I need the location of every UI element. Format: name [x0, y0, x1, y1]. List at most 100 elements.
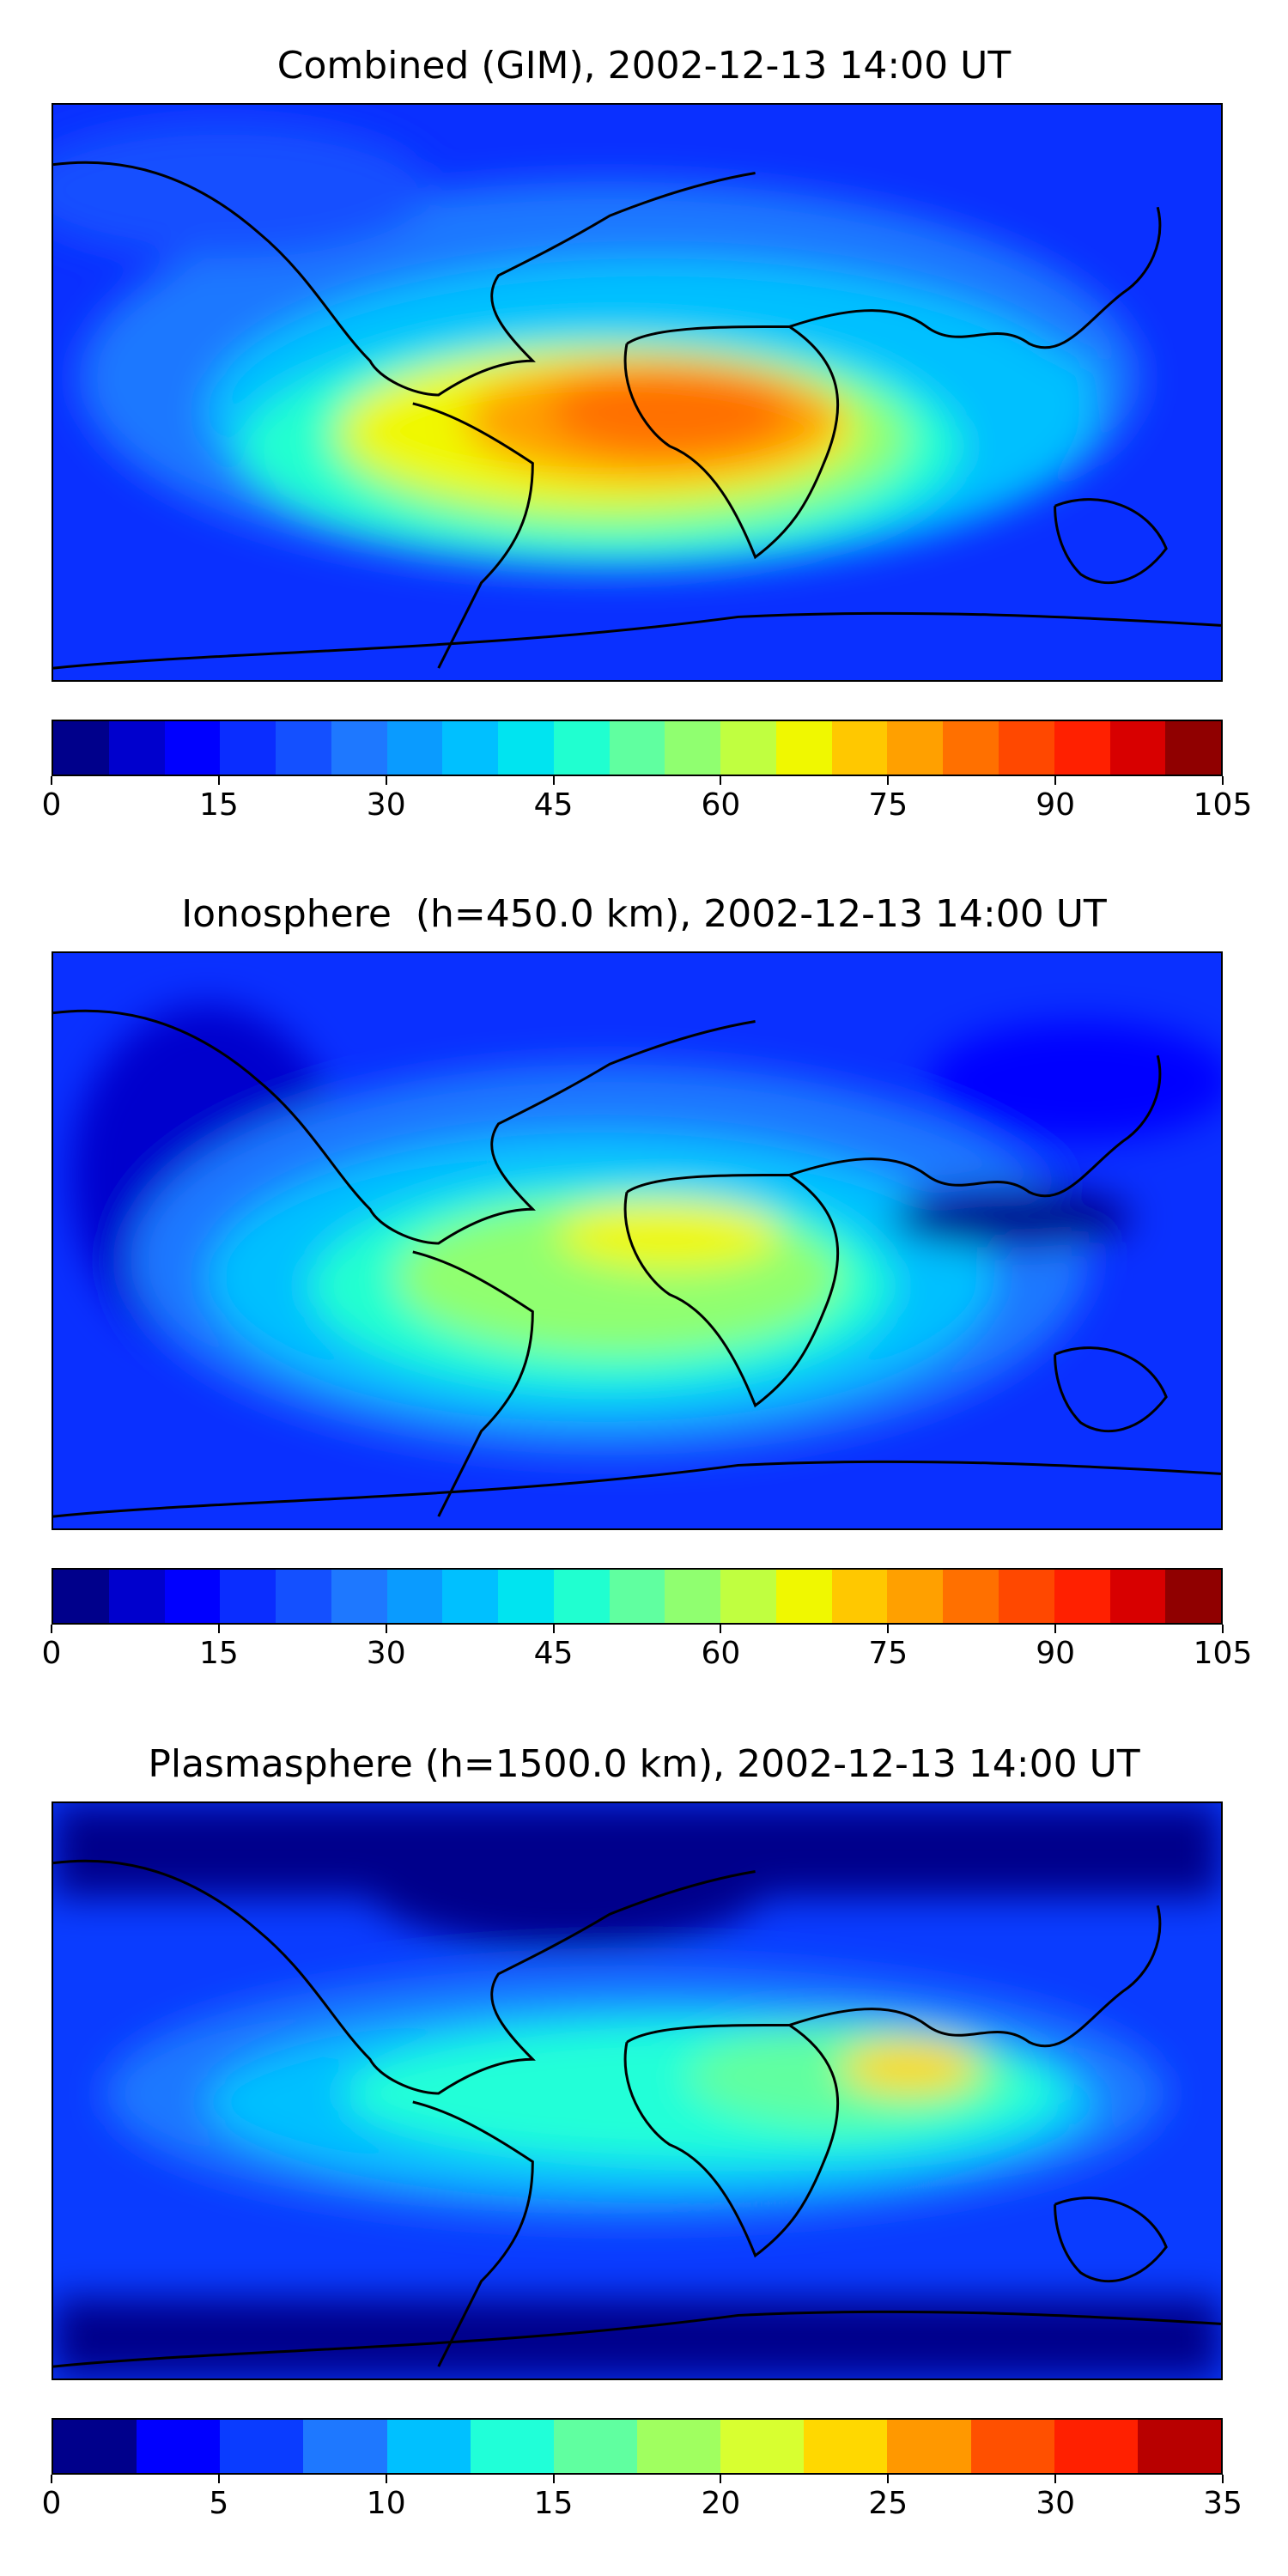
colorbar-segment [1165, 721, 1222, 775]
colorbar-segment [220, 2420, 304, 2473]
tec-field-ionosphere [70, 1004, 1221, 1457]
colorbar-segment [636, 2420, 721, 2473]
colorbar-tick-label: 25 [868, 2486, 908, 2521]
colorbar-tick-label: 0 [41, 787, 62, 823]
colorbar-segment [831, 1570, 888, 1623]
colorbar-tick [887, 776, 890, 785]
colorbar-segment [887, 1570, 944, 1623]
colorbar-ticks-combined: 0 15 30 45 60 75 90 105 [42, 776, 1252, 828]
colorbar-tick-label: 15 [198, 787, 239, 823]
colorbar-tick-label: 15 [198, 1636, 239, 1671]
colorbar-segment [442, 721, 499, 775]
world-map-plasmasphere [52, 1801, 1223, 2380]
colorbar-tick-label: 30 [366, 787, 406, 823]
colorbar-segment [220, 721, 276, 775]
colorbar-segment [553, 1570, 610, 1623]
colorbar-segment [386, 2420, 471, 2473]
colorbar-segment [220, 1570, 276, 1623]
colorbar-tick [887, 1625, 890, 1633]
colorbar-segment [386, 1570, 443, 1623]
colorbar-segment [1137, 2420, 1221, 2473]
colorbar-segment [53, 721, 109, 775]
colorbar-tick [1222, 1625, 1224, 1633]
colorbar-segment [609, 1570, 665, 1623]
colorbar-segment [498, 721, 554, 775]
colorbar-segment [1054, 721, 1110, 775]
colorbar-tick [887, 2475, 890, 2483]
colorbar-segment [999, 721, 1054, 775]
colorbar-segment [804, 2420, 888, 2473]
colorbar-segment [1054, 1570, 1110, 1623]
colorbar-segment [553, 721, 610, 775]
colorbar-segment [108, 721, 165, 775]
world-map-combined [52, 103, 1223, 682]
colorbar-tick [51, 1625, 52, 1633]
colorbar-segment [108, 1570, 165, 1623]
colorbar-tick [385, 1625, 387, 1633]
colorbar-ticks-plasmasphere: 0 5 10 15 20 25 30 35 [42, 2475, 1242, 2526]
colorbar-tick-label: 20 [701, 2486, 741, 2521]
colorbar-tick [720, 776, 722, 785]
colorbar-tick-label: 75 [868, 787, 908, 823]
colorbar-tick-label: 45 [533, 787, 574, 823]
coastlines [53, 161, 1221, 670]
colorbar-tick [1054, 1625, 1057, 1633]
colorbar-tick-label: 0 [41, 1636, 62, 1671]
colorbar-segment [442, 1570, 499, 1623]
colorbar-segment [1109, 1570, 1166, 1623]
colorbar-tick-label: 105 [1193, 1636, 1253, 1671]
colorbar-segment [53, 1570, 109, 1623]
colorbar-segment [831, 721, 888, 775]
colorbar-segment [553, 2420, 637, 2473]
colorbar-tick [217, 2475, 220, 2483]
colorbar-segment [943, 721, 999, 775]
colorbar-tick [217, 1625, 220, 1633]
colorbar-tick-label: 45 [533, 1636, 574, 1671]
coastlines [53, 1009, 1221, 1518]
colorbar-segment [331, 721, 387, 775]
colorbar-segment [164, 1570, 221, 1623]
colorbar-tick [385, 2475, 387, 2483]
colorbar-ionosphere [52, 1568, 1223, 1625]
colorbar-segment [276, 721, 331, 775]
colorbar-segment [331, 1570, 387, 1623]
colorbar-tick [385, 776, 387, 785]
colorbar-tick-label: 60 [701, 1636, 741, 1671]
colorbar-segment [53, 2420, 137, 2473]
colorbar-plasmasphere [52, 2418, 1223, 2475]
colorbar-combined [52, 720, 1223, 776]
colorbar-segment [164, 721, 221, 775]
colorbar-segment [665, 1570, 721, 1623]
colorbar-tick [720, 1625, 722, 1633]
colorbar-tick [552, 1625, 555, 1633]
colorbar-segment [720, 721, 776, 775]
colorbar-tick [1222, 2475, 1224, 2483]
colorbar-tick-label: 75 [868, 1636, 908, 1671]
colorbar-tick [217, 776, 220, 785]
colorbar-segment [887, 721, 944, 775]
colorbar-segment [970, 2420, 1054, 2473]
colorbar-tick [1222, 776, 1224, 785]
panel-title: Ionosphere (h=450.0 km), 2002-12-13 14:0… [181, 892, 1107, 936]
map-svg-ionosphere [53, 953, 1221, 1528]
colorbar-segment [887, 2420, 971, 2473]
colorbar-tick [51, 776, 52, 785]
colorbar-segment [999, 1570, 1054, 1623]
colorbar-segment [720, 2420, 805, 2473]
colorbar-tick-label: 30 [1036, 2486, 1076, 2521]
colorbar-segment [470, 2420, 554, 2473]
colorbar-tick [720, 2475, 722, 2483]
colorbar-tick [1054, 776, 1057, 785]
colorbar-segment [720, 1570, 776, 1623]
colorbar-tick-label: 105 [1193, 787, 1253, 823]
tec-field-combined [53, 121, 1141, 574]
coastlines [53, 1859, 1221, 2368]
colorbar-tick [1054, 2475, 1057, 2483]
colorbar-tick [51, 2475, 52, 2483]
colorbar-segment [276, 1570, 331, 1623]
colorbar-segment [943, 1570, 999, 1623]
panel-title: Combined (GIM), 2002-12-13 14:00 UT [276, 44, 1012, 88]
colorbar-ticks-ionosphere: 0 15 30 45 60 75 90 105 [42, 1625, 1252, 1676]
map-svg-combined [53, 105, 1221, 680]
map-svg-plasmasphere [53, 1803, 1221, 2379]
